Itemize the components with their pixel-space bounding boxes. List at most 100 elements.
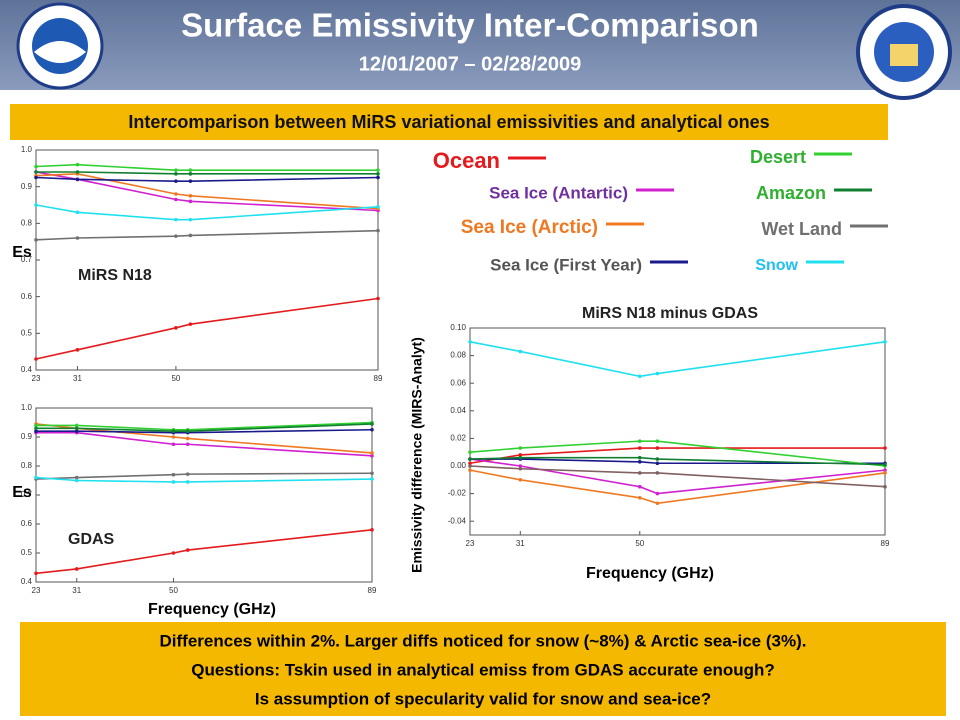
y-tick-label: 0.00: [450, 461, 466, 470]
point: [637, 455, 642, 460]
point: [518, 466, 523, 471]
point: [188, 217, 193, 222]
point: [883, 468, 887, 472]
point: [468, 464, 472, 468]
y-tick-label: 0.7: [21, 255, 33, 264]
y-axis-label: Es: [12, 484, 32, 501]
point: [75, 170, 80, 174]
legend-label: Sea Ice (Antartic): [489, 183, 628, 202]
point: [74, 475, 79, 480]
point: [637, 374, 642, 379]
plot-frame: [469, 327, 886, 536]
chart-title: GDAS: [68, 531, 115, 548]
legend-label: Snow: [755, 257, 798, 274]
y-tick-label: 0.02: [450, 434, 466, 443]
point: [174, 217, 178, 222]
point: [171, 435, 176, 439]
point: [370, 471, 374, 476]
y-tick-label: 0.06: [450, 378, 466, 387]
point: [171, 551, 176, 555]
slide-title: Surface Emissivity Inter-Comparison: [181, 7, 759, 44]
point: [74, 567, 79, 571]
x-tick-label: 89: [368, 586, 377, 595]
point: [171, 472, 176, 477]
point: [883, 340, 887, 344]
y-tick-label: 0.4: [21, 365, 33, 374]
point: [655, 471, 660, 475]
point: [376, 168, 380, 172]
point: [174, 179, 178, 183]
point: [171, 429, 176, 434]
banner-box: [10, 104, 888, 140]
legend-label: Desert: [750, 147, 806, 167]
point: [185, 442, 190, 447]
point: [185, 480, 190, 484]
point: [637, 471, 642, 475]
x-tick-label: 23: [32, 586, 41, 595]
point: [174, 234, 178, 238]
point: [370, 422, 374, 426]
point: [34, 164, 38, 169]
point: [75, 162, 80, 167]
point: [370, 454, 374, 458]
point: [637, 460, 642, 464]
point: [174, 197, 178, 202]
legend-label: Amazon: [756, 183, 826, 203]
point: [883, 462, 887, 467]
y-tick-label: 1.0: [21, 403, 33, 412]
point: [376, 228, 380, 233]
x-axis-label: Frequency (GHz): [586, 565, 714, 582]
point: [74, 423, 79, 428]
point: [185, 472, 190, 476]
point: [376, 296, 380, 301]
y-tick-label: 0.10: [450, 323, 466, 332]
point: [518, 453, 523, 457]
point: [34, 357, 38, 361]
y-tick-label: 0.4: [21, 577, 33, 586]
point: [468, 340, 472, 344]
point: [34, 571, 38, 576]
point: [188, 233, 193, 238]
point: [376, 175, 380, 180]
point: [185, 548, 190, 552]
y-tick-label: -0.02: [448, 489, 467, 498]
point: [75, 348, 80, 352]
point: [518, 349, 523, 354]
point: [74, 426, 79, 431]
point: [370, 477, 374, 481]
point: [188, 199, 193, 204]
point: [171, 442, 176, 447]
x-tick-label: 50: [171, 374, 180, 383]
footer-line: Differences within 2%. Larger diffs noti…: [160, 631, 807, 650]
point: [188, 168, 193, 172]
point: [188, 194, 193, 198]
point: [185, 436, 190, 441]
point: [655, 446, 660, 450]
point: [637, 484, 642, 489]
point: [655, 439, 660, 443]
legend-label: Sea Ice (Arctic): [461, 217, 598, 238]
point: [883, 484, 887, 489]
legend-label: Wet Land: [761, 219, 842, 239]
x-tick-label: 23: [466, 539, 475, 548]
point: [34, 423, 38, 428]
point: [171, 480, 176, 484]
y-tick-label: 0.08: [450, 351, 466, 360]
footer-line: Is assumption of specularity valid for s…: [255, 689, 711, 708]
y-axis-label: Es: [12, 244, 32, 261]
point: [75, 236, 80, 240]
point: [637, 495, 642, 500]
point: [174, 326, 178, 330]
point: [468, 468, 472, 472]
point: [74, 478, 79, 483]
y-axis-label: Emissivity difference (MIRS-Analyt): [409, 337, 425, 573]
y-tick-label: 0.8: [21, 218, 33, 227]
point: [655, 371, 660, 376]
point: [74, 429, 79, 434]
x-tick-label: 31: [516, 539, 525, 548]
point: [188, 179, 193, 183]
x-tick-label: 31: [72, 586, 81, 595]
point: [468, 450, 472, 455]
point: [185, 429, 190, 434]
